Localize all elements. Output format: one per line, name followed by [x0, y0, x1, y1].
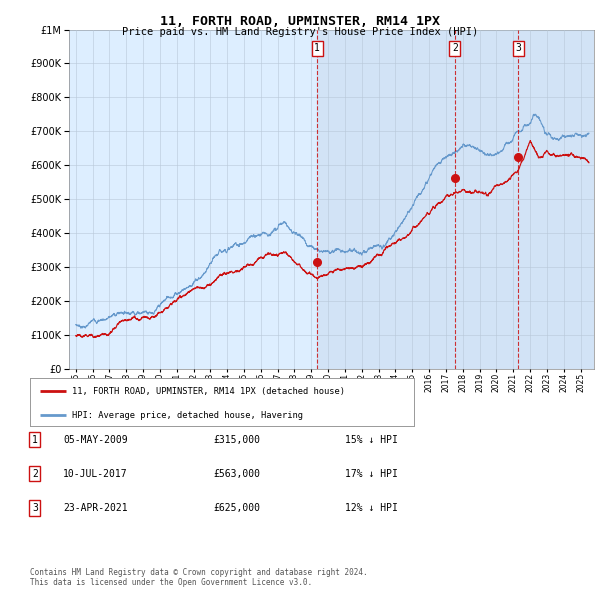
Text: HPI: Average price, detached house, Havering: HPI: Average price, detached house, Have…: [72, 411, 303, 420]
Text: 23-APR-2021: 23-APR-2021: [63, 503, 128, 513]
Text: £563,000: £563,000: [213, 469, 260, 478]
Text: 1: 1: [32, 435, 38, 444]
Text: Price paid vs. HM Land Registry's House Price Index (HPI): Price paid vs. HM Land Registry's House …: [122, 27, 478, 37]
Text: 12% ↓ HPI: 12% ↓ HPI: [345, 503, 398, 513]
Text: 17% ↓ HPI: 17% ↓ HPI: [345, 469, 398, 478]
Text: 11, FORTH ROAD, UPMINSTER, RM14 1PX: 11, FORTH ROAD, UPMINSTER, RM14 1PX: [160, 15, 440, 28]
Text: 3: 3: [515, 43, 521, 53]
Text: £625,000: £625,000: [213, 503, 260, 513]
Text: Contains HM Land Registry data © Crown copyright and database right 2024.
This d: Contains HM Land Registry data © Crown c…: [30, 568, 368, 587]
Text: 3: 3: [32, 503, 38, 513]
Text: 2: 2: [452, 43, 458, 53]
Text: 11, FORTH ROAD, UPMINSTER, RM14 1PX (detached house): 11, FORTH ROAD, UPMINSTER, RM14 1PX (det…: [72, 386, 345, 396]
Text: 2: 2: [32, 469, 38, 478]
Bar: [317, 30, 594, 369]
Text: £315,000: £315,000: [213, 435, 260, 444]
Text: 1: 1: [314, 43, 320, 53]
Text: 15% ↓ HPI: 15% ↓ HPI: [345, 435, 398, 444]
Text: 10-JUL-2017: 10-JUL-2017: [63, 469, 128, 478]
Text: 05-MAY-2009: 05-MAY-2009: [63, 435, 128, 444]
